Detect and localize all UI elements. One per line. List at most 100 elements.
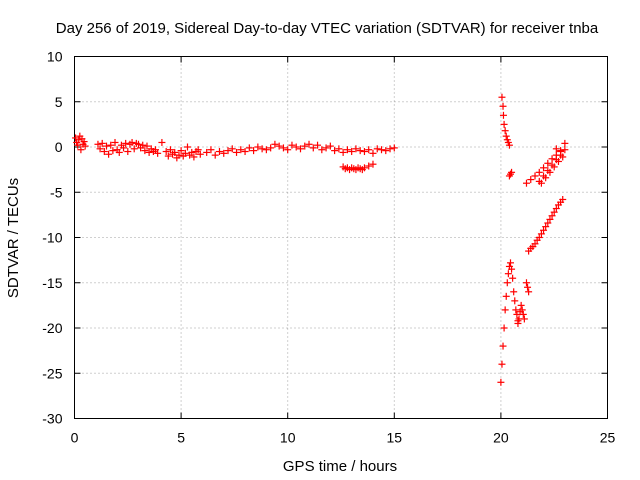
data-point (386, 145, 394, 153)
data-series (72, 93, 569, 386)
y-tick-label: -5 (50, 184, 63, 200)
data-point (548, 155, 556, 163)
data-point (102, 142, 110, 150)
data-point (196, 150, 204, 158)
data-point (122, 139, 130, 147)
chart-title: Day 256 of 2019, Sidereal Day-to-day VTE… (56, 20, 599, 37)
data-point (326, 142, 334, 150)
data-point (552, 145, 560, 153)
data-point (524, 283, 532, 291)
data-point (233, 148, 241, 156)
data-point (561, 139, 569, 147)
data-point (224, 147, 232, 155)
data-point (369, 160, 377, 168)
data-point (540, 164, 548, 172)
data-point (498, 93, 506, 101)
y-tick-label: 10 (47, 49, 63, 65)
y-tick-label: 5 (55, 94, 63, 110)
data-point (500, 324, 508, 332)
data-point (343, 146, 351, 154)
data-point (522, 279, 530, 287)
data-point (254, 143, 262, 151)
data-point (550, 208, 558, 216)
x-tick-label: 20 (493, 430, 509, 446)
data-point (546, 168, 554, 176)
data-point (501, 127, 509, 135)
data-point (279, 144, 287, 152)
data-point (356, 147, 364, 155)
data-point (267, 144, 275, 152)
data-point (322, 144, 330, 152)
data-point (557, 148, 565, 156)
data-point (506, 259, 514, 267)
data-point (542, 174, 550, 182)
data-point (510, 288, 518, 296)
data-point (561, 146, 569, 154)
data-point (96, 145, 104, 153)
x-axis: 0 5 10 15 20 25 (71, 56, 615, 446)
data-point (207, 146, 215, 154)
data-point (378, 146, 386, 154)
data-point (500, 120, 508, 128)
data-point (369, 149, 377, 157)
data-point (544, 159, 552, 167)
data-point (535, 234, 543, 241)
x-tick-label: 10 (280, 430, 296, 446)
x-tick-label: 0 (71, 430, 79, 446)
data-point (365, 162, 373, 170)
data-point (175, 151, 183, 159)
data-point (339, 148, 347, 156)
data-point (502, 132, 510, 140)
x-axis-label: GPS time / hours (283, 458, 397, 475)
data-point (546, 215, 554, 223)
data-point (318, 146, 326, 154)
y-tick-label: -20 (42, 320, 62, 336)
data-point (158, 138, 166, 146)
data-point (188, 148, 196, 156)
data-point (143, 142, 151, 150)
data-point (166, 146, 174, 154)
data-point (352, 145, 360, 153)
x-tick-label: 15 (387, 430, 403, 446)
data-point (365, 146, 373, 154)
data-point (72, 134, 80, 142)
data-point (499, 111, 507, 119)
y-tick-label: -25 (42, 365, 62, 381)
data-point (552, 205, 560, 213)
data-point (502, 292, 510, 300)
data-point (130, 145, 138, 153)
data-point (522, 179, 530, 187)
data-point (94, 140, 102, 148)
data-point (250, 147, 258, 155)
data-point (544, 219, 552, 227)
data-point (124, 148, 132, 156)
data-point (177, 147, 185, 155)
data-point (554, 157, 562, 165)
data-point (373, 145, 381, 153)
data-point (497, 378, 505, 386)
data-point (535, 168, 543, 176)
data-point (511, 297, 519, 305)
data-point (518, 306, 526, 314)
data-point (81, 142, 89, 150)
data-point (537, 179, 545, 187)
data-point (98, 139, 106, 147)
data-point (525, 288, 533, 296)
data-point (382, 147, 390, 155)
data-point (162, 148, 170, 156)
data-point (152, 146, 160, 154)
data-point (508, 168, 516, 176)
data-point (194, 146, 202, 154)
data-point (220, 149, 228, 157)
data-point (348, 148, 356, 156)
data-point (128, 138, 136, 146)
data-point (498, 360, 506, 368)
data-point (75, 136, 83, 144)
grid-lines (74, 56, 608, 419)
data-point (509, 274, 517, 282)
data-point (540, 226, 548, 234)
data-point (288, 141, 296, 149)
data-point (508, 265, 516, 273)
data-point (542, 223, 550, 231)
data-point (241, 148, 249, 156)
